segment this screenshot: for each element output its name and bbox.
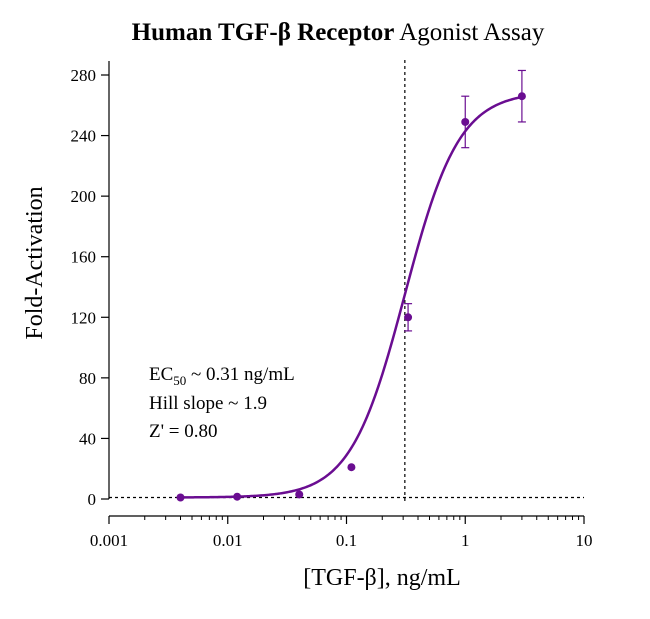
- ec50-subscript: 50: [173, 373, 186, 388]
- data-point: [295, 490, 304, 499]
- x-tick-label: 0.001: [90, 531, 128, 550]
- x-tick-label: 0.01: [213, 531, 243, 550]
- chart-title-regular: Agonist Assay: [399, 19, 545, 46]
- y-tick-label: 0: [88, 490, 97, 509]
- ec50-annotation: EC50 ~ 0.31 ng/mL: [149, 364, 295, 388]
- chart-title-bold: Human TGF-β Receptor: [132, 19, 395, 46]
- ec50-value: ~ 0.31 ng/mL: [186, 364, 294, 385]
- y-tick-label: 200: [71, 187, 97, 206]
- fit-curve: [180, 95, 523, 499]
- y-ticks: 0 40 80 120 160 200 240 280: [71, 66, 109, 509]
- x-ticks: 0.001 0.01 0.1 1 10: [90, 516, 593, 550]
- y-tick-label: 240: [71, 127, 97, 146]
- y-axis-title: Fold-Activation: [22, 186, 48, 339]
- y-tick-label: 280: [71, 66, 97, 85]
- y-tick-label: 80: [79, 369, 96, 388]
- z-prime-annotation: Z' = 0.80: [149, 421, 218, 442]
- chart-title: Human TGF-β Receptor Agonist Assay: [132, 19, 545, 46]
- data-point: [176, 493, 185, 502]
- data-point: [517, 92, 526, 101]
- data-points: [176, 69, 526, 502]
- data-point: [461, 117, 470, 126]
- data-point: [233, 492, 242, 501]
- data-point: [347, 463, 356, 472]
- hill-slope-annotation: Hill slope ~ 1.9: [149, 393, 267, 414]
- ec50-prefix: EC: [149, 364, 173, 385]
- x-tick-label: 10: [576, 531, 593, 550]
- x-tick-label: 1: [461, 531, 470, 550]
- data-point: [404, 313, 413, 322]
- y-tick-label: 120: [71, 308, 97, 327]
- x-tick-label: 0.1: [336, 531, 357, 550]
- y-tick-label: 160: [71, 248, 97, 267]
- y-tick-label: 40: [79, 429, 96, 448]
- x-axis-title: [TGF-β], ng/mL: [303, 565, 461, 591]
